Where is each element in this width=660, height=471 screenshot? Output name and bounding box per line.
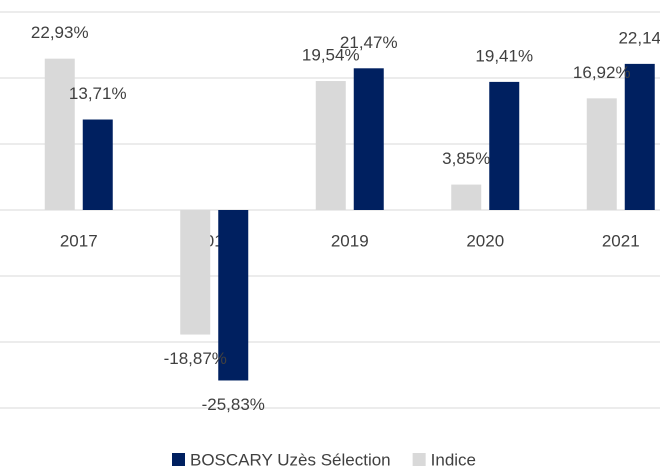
data-label: -25,83% <box>202 395 265 414</box>
bar <box>624 63 655 210</box>
bar <box>315 81 346 210</box>
bar <box>82 119 113 210</box>
legend-swatch <box>172 453 185 466</box>
x-tick-label: 2020 <box>466 231 504 250</box>
data-label: 19,41% <box>475 46 533 65</box>
data-label: 16,92% <box>573 63 631 82</box>
bar <box>180 210 211 335</box>
legend-label: Indice <box>431 450 476 469</box>
data-label: 22,93% <box>31 23 89 42</box>
data-label: 3,85% <box>442 149 490 168</box>
data-label: 13,71% <box>69 84 127 103</box>
bar <box>586 98 617 210</box>
bar <box>44 58 75 210</box>
data-label: 19,54% <box>302 46 360 65</box>
data-label: 21,47% <box>340 33 398 52</box>
x-tick-label: 2017 <box>60 231 98 250</box>
x-tick-label: 2021 <box>602 231 640 250</box>
legend-swatch <box>412 453 426 466</box>
data-label: 22,14 <box>618 28 660 47</box>
bar <box>451 184 482 210</box>
bar <box>218 210 249 381</box>
data-label: -18,87% <box>164 349 227 368</box>
legend-label: BOSCARY Uzès Sélection <box>190 450 391 469</box>
bar <box>489 81 520 210</box>
bar <box>353 68 384 210</box>
x-tick-label: 2019 <box>331 231 369 250</box>
